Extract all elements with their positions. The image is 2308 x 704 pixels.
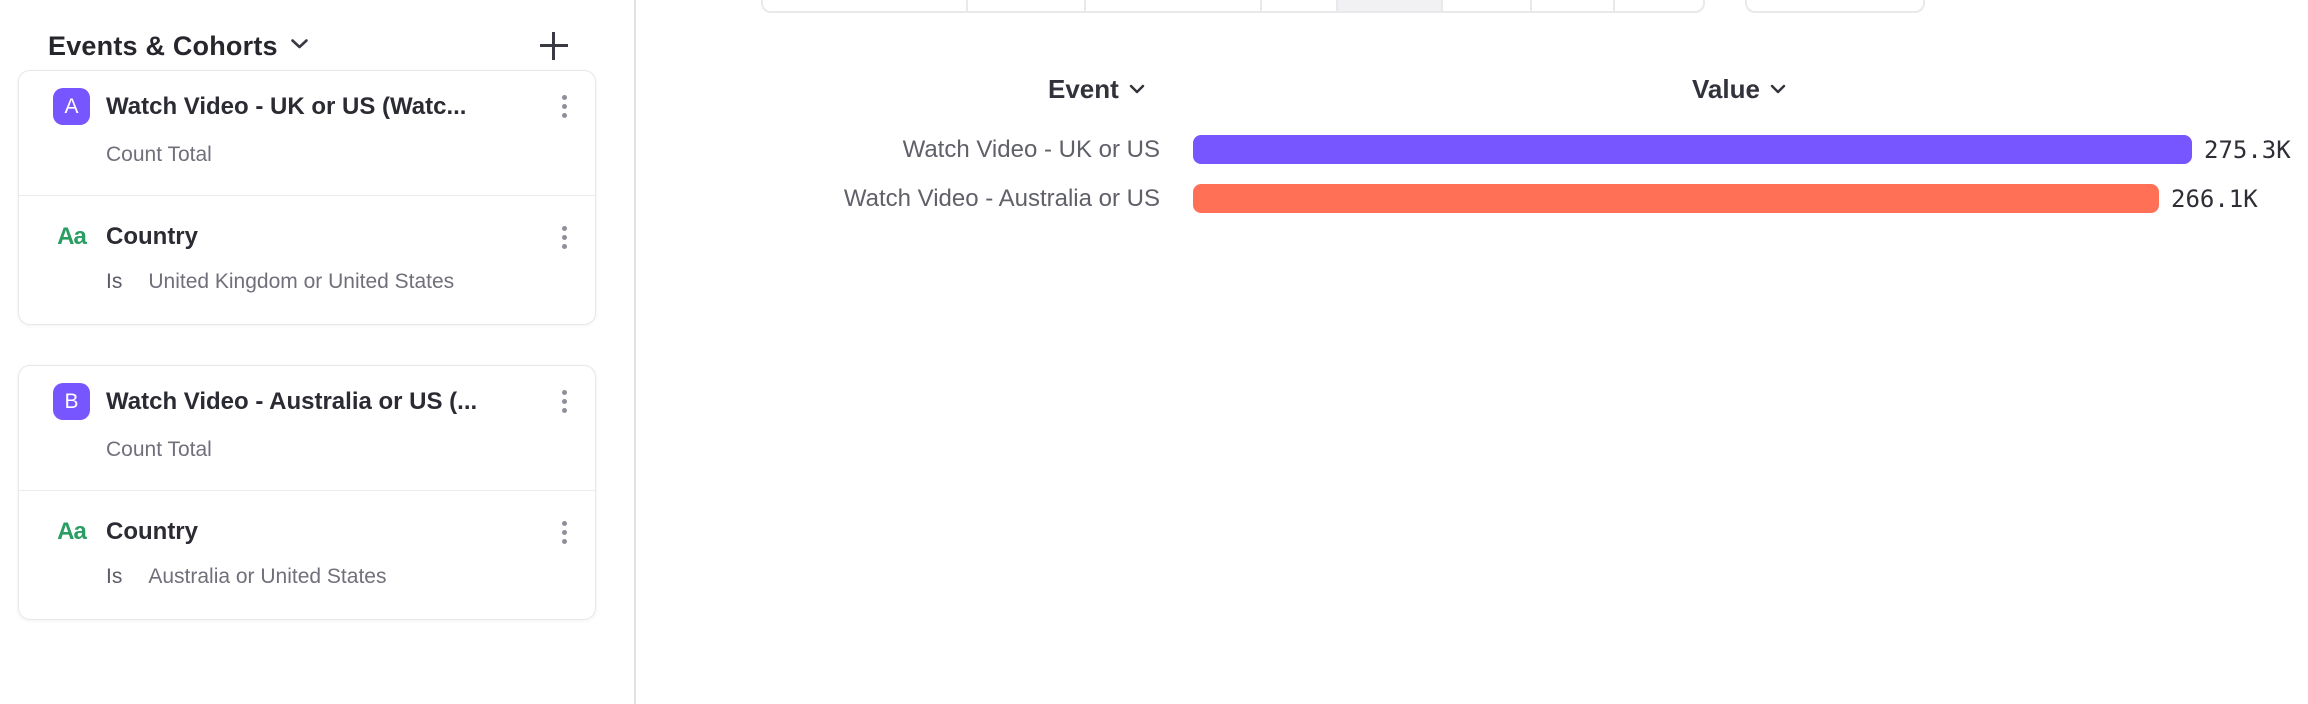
bar-series-b[interactable] (1193, 184, 2159, 213)
report-area: Event Value Watch Video - UK or US 275.3… (636, 0, 2308, 704)
aggregation-selector[interactable]: Count Total (106, 143, 212, 166)
event-row[interactable]: A Watch Video - UK or US (Watc... (53, 88, 577, 125)
chart-type-segment[interactable] (1532, 0, 1615, 11)
filter-row[interactable]: Aa Country (53, 515, 577, 549)
filter-property-name[interactable]: Country (106, 518, 198, 545)
event-card-b: B Watch Video - Australia or US (... Cou… (18, 365, 596, 620)
value-column-header[interactable]: Value (1692, 74, 1786, 105)
kebab-menu-icon[interactable] (551, 90, 577, 124)
series-badge: A (53, 88, 90, 125)
card-divider (19, 490, 595, 491)
filter-section: Aa Country Is United Kingdom or United S… (19, 196, 595, 324)
kebab-menu-icon[interactable] (551, 220, 577, 254)
bar-series-a[interactable] (1193, 135, 2192, 164)
chart-type-segment[interactable] (968, 0, 1086, 11)
filter-operator[interactable]: Is (106, 270, 123, 293)
filter-section: Aa Country Is Australia or United States (19, 491, 595, 619)
bar-label: Watch Video - Australia or US (843, 184, 1160, 212)
kebab-menu-icon[interactable] (551, 385, 577, 419)
chart-type-segment[interactable] (1443, 0, 1532, 11)
bar-label: Watch Video - UK or US (902, 135, 1160, 163)
chart-type-toolbar (761, 0, 1705, 13)
filter-condition[interactable]: Is United Kingdom or United States (106, 270, 454, 294)
event-name[interactable]: Watch Video - UK or US (Watc... (106, 92, 467, 120)
chevron-down-icon (1129, 81, 1145, 99)
chevron-down-icon (290, 37, 309, 55)
events-cohorts-dropdown[interactable]: Events & Cohorts (48, 31, 309, 62)
aggregation-selector[interactable]: Count Total (106, 438, 212, 461)
bar-row: Watch Video - UK or US 275.3K (636, 125, 2308, 174)
value-column-label: Value (1692, 74, 1760, 104)
chart-type-segment-selected[interactable] (1338, 0, 1443, 11)
bar-value: 275.3K (2204, 135, 2291, 164)
chart-type-segment[interactable] (1615, 0, 1703, 11)
event-column-label: Event (1048, 74, 1119, 104)
event-section: A Watch Video - UK or US (Watc... Count … (19, 71, 595, 195)
chevron-down-icon (1770, 81, 1786, 99)
events-cohorts-panel: Events & Cohorts A Watch Video - UK or U… (0, 0, 636, 704)
filter-row[interactable]: Aa Country (53, 220, 577, 254)
add-event-button[interactable] (538, 30, 570, 62)
card-divider (19, 195, 595, 196)
event-card-a: A Watch Video - UK or US (Watc... Count … (18, 70, 596, 325)
kebab-menu-icon[interactable] (551, 515, 577, 549)
event-column-header[interactable]: Event (1048, 74, 1145, 105)
bar-chart: Watch Video - UK or US 275.3K Watch Vide… (636, 125, 2308, 223)
event-row[interactable]: B Watch Video - Australia or US (... (53, 383, 577, 420)
filter-condition[interactable]: Is Australia or United States (106, 565, 386, 589)
bar-value: 266.1K (2171, 184, 2258, 213)
chart-type-segment[interactable] (1262, 0, 1338, 11)
sidebar-header: Events & Cohorts (0, 0, 634, 70)
filter-operator[interactable]: Is (106, 565, 123, 588)
chart-type-segment[interactable] (1086, 0, 1262, 11)
series-badge: B (53, 383, 90, 420)
event-section: B Watch Video - Australia or US (... Cou… (19, 366, 595, 490)
filter-property-name[interactable]: Country (106, 223, 198, 250)
filter-value[interactable]: United Kingdom or United States (148, 270, 455, 293)
bar-row: Watch Video - Australia or US 266.1K (636, 174, 2308, 223)
string-property-icon: Aa (57, 518, 87, 545)
chart-type-segment[interactable] (763, 0, 968, 11)
panel-title: Events & Cohorts (48, 30, 278, 61)
filter-value[interactable]: Australia or United States (148, 565, 387, 588)
event-name[interactable]: Watch Video - Australia or US (... (106, 387, 478, 415)
date-range-button[interactable] (1745, 0, 1925, 13)
string-property-icon: Aa (57, 223, 87, 250)
